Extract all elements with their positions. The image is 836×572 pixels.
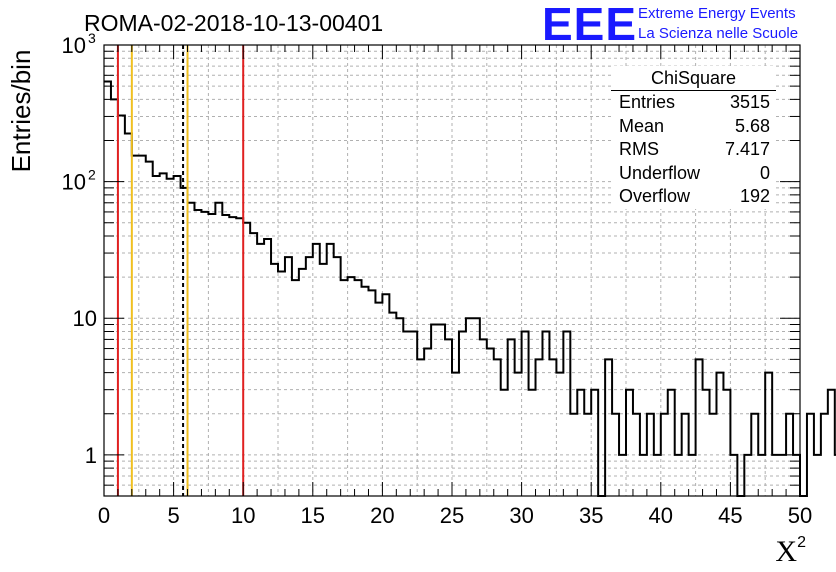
y-tick-label: 10 <box>62 33 86 58</box>
x-tick-label: 10 <box>231 503 255 528</box>
y-axis-label: Entries/bin <box>6 49 36 173</box>
x-tick-label: 0 <box>98 503 110 528</box>
stats-row-underflow: Underflow 0 <box>611 162 776 186</box>
logo-line-1: Extreme Energy Events <box>638 5 796 22</box>
x-tick-label: 35 <box>579 503 603 528</box>
chart-title: ROMA-02-2018-10-13-00401 <box>84 10 384 36</box>
x-tick-label: 40 <box>649 503 673 528</box>
stats-value: 0 <box>759 162 770 183</box>
stats-value: 5.68 <box>734 115 770 136</box>
stats-row-overflow: Overflow 192 <box>611 185 776 209</box>
x-tick-label: 25 <box>440 503 464 528</box>
axes <box>103 44 801 497</box>
stats-label: Mean <box>619 115 665 136</box>
y-tick-exponent: 2 <box>88 167 96 183</box>
stats-row-mean: Mean 5.68 <box>611 115 776 139</box>
stats-value: 192 <box>739 186 770 206</box>
y-tick-label: 10 <box>73 306 97 331</box>
stats-label: Overflow <box>619 186 691 206</box>
histogram-series <box>104 80 836 497</box>
x-axis-label-base: X <box>775 535 798 568</box>
stats-label: Underflow <box>619 162 701 183</box>
logo-mark: EEE <box>542 0 638 50</box>
stats-box: ChiSquare Entries 3515 Mean 5.68 RMS 7.4… <box>611 66 776 209</box>
stats-label: Entries <box>619 92 676 112</box>
histogram-line <box>104 80 836 497</box>
y-tick-exponent: 3 <box>88 30 96 46</box>
x-tick-label: 45 <box>718 503 742 528</box>
x-tick-label: 15 <box>301 503 325 528</box>
x-axis-label-exponent: 2 <box>797 534 806 551</box>
x-axis-label: X2 <box>775 534 806 569</box>
stats-value: 3515 <box>729 92 770 112</box>
x-tick-label: 30 <box>509 503 533 528</box>
x-tick-label: 20 <box>370 503 394 528</box>
stats-label: RMS <box>619 139 659 159</box>
y-tick-label: 10 <box>62 170 86 195</box>
stats-row-entries: Entries 3515 <box>611 91 776 115</box>
stats-row-rms: RMS 7.417 <box>611 138 776 162</box>
logo-line-2: La Scienza nelle Scuole <box>638 25 799 42</box>
stats-title: ChiSquare <box>611 66 776 91</box>
x-tick-label: 50 <box>788 503 812 528</box>
y-tick-label: 1 <box>85 443 97 468</box>
stats-value: 7.417 <box>724 139 770 159</box>
x-tick-label: 5 <box>167 503 179 528</box>
marker-lines <box>116 45 245 496</box>
